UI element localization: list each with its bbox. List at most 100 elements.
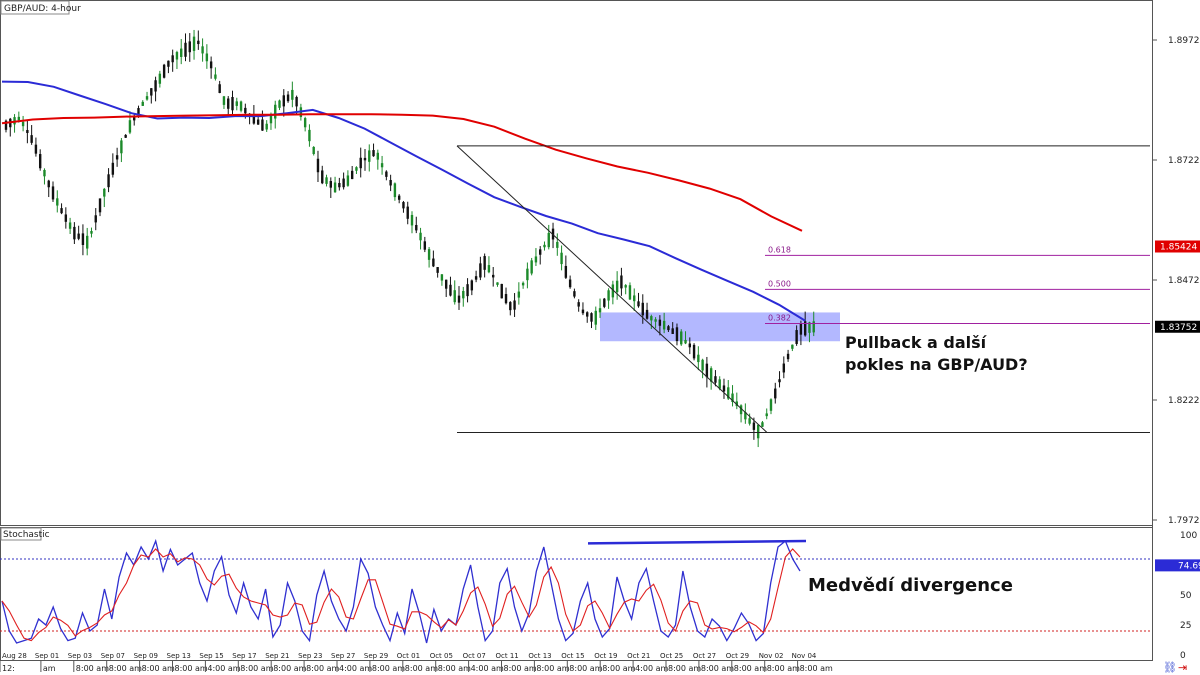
- candle-body: [30, 135, 33, 143]
- moving-averages-layer: [1, 80, 806, 322]
- candle-body: [350, 170, 354, 180]
- time-label: 8:00 am: [240, 664, 273, 673]
- candle-body: [393, 183, 397, 198]
- time-label: 8:00 am: [76, 664, 109, 673]
- candle-body: [761, 422, 764, 427]
- candle-body: [727, 387, 730, 399]
- candle-body: [752, 422, 756, 430]
- candle-body: [256, 119, 260, 125]
- candle-body: [4, 120, 8, 130]
- candle-body: [517, 291, 521, 298]
- price-tick-label: 1.82226: [1168, 396, 1200, 406]
- candle-body: [808, 322, 811, 333]
- candle-body: [321, 170, 324, 184]
- candle-body: [786, 353, 790, 360]
- chart-title-box: [0, 0, 70, 15]
- candle-body: [261, 119, 264, 131]
- candle-body: [633, 295, 636, 302]
- candle-body: [769, 399, 773, 411]
- candle-body: [641, 302, 644, 316]
- candle-body: [124, 134, 127, 138]
- candle-body: [513, 300, 516, 310]
- candle-body: [274, 104, 277, 119]
- date-label: Nov 02: [759, 652, 784, 660]
- date-label: Oct 05: [430, 652, 453, 660]
- stochastic-k-line: [1, 538, 801, 644]
- stochastic-title-box: [0, 527, 42, 541]
- fib-level-label: 0.500: [768, 279, 791, 288]
- candle-body: [235, 101, 238, 106]
- candle-body: [56, 198, 59, 206]
- candle-body: [803, 321, 807, 336]
- scroll-end-icon[interactable]: ⇥: [1178, 661, 1187, 674]
- candle-body: [449, 284, 452, 296]
- candle-body: [158, 73, 162, 84]
- candle-body: [509, 302, 512, 311]
- candle-body: [650, 316, 653, 321]
- stochastic-panel-frame: [0, 527, 1153, 661]
- candle-body: [338, 182, 341, 188]
- candle-body: [496, 282, 499, 285]
- time-label: 8:00 am: [668, 664, 701, 673]
- candle-body: [77, 233, 80, 239]
- candle-body: [462, 290, 465, 299]
- candle-body: [615, 280, 619, 293]
- time-label: 8:00 am: [273, 664, 306, 673]
- candle-body: [577, 302, 580, 307]
- candle-body: [466, 284, 469, 297]
- date-label: Oct 27: [693, 652, 716, 660]
- candle-body: [470, 280, 474, 291]
- candle-body: [607, 290, 610, 301]
- candle-body: [603, 298, 606, 307]
- price-tag-bg: [1155, 240, 1200, 253]
- candle-body: [778, 379, 781, 383]
- time-label: 8:00 am: [701, 664, 734, 673]
- price-tick-label: 1.79726: [1168, 516, 1200, 526]
- candle-body: [487, 265, 491, 273]
- candle-body: [637, 301, 640, 307]
- candle-body: [483, 256, 486, 270]
- candle-body: [444, 279, 448, 289]
- divergence-line: [587, 539, 807, 545]
- candle-body: [38, 154, 42, 169]
- candle-body: [611, 284, 615, 298]
- candle-body: [286, 94, 290, 102]
- candle-body: [171, 55, 174, 63]
- moving-average-line: [1, 113, 803, 232]
- candle-body: [145, 96, 149, 100]
- candle-body: [167, 60, 170, 67]
- candle-body: [107, 174, 110, 188]
- candle-body: [675, 327, 679, 342]
- candle-body: [86, 235, 89, 249]
- candle-body: [722, 385, 726, 392]
- candles-layer: [4, 29, 815, 448]
- link-icon[interactable]: ⛓: [1163, 661, 1177, 674]
- candle-body: [492, 274, 495, 278]
- date-label: Oct 13: [528, 652, 551, 660]
- stochastic-value-tag: [1155, 559, 1200, 572]
- date-label: Sep 13: [167, 652, 191, 660]
- date-label: Oct 01: [397, 652, 420, 660]
- candle-body: [410, 214, 414, 226]
- candle-body: [329, 181, 332, 188]
- candle-body: [218, 84, 221, 93]
- candle-body: [427, 249, 431, 260]
- candle-body: [180, 48, 183, 57]
- chart-title: GBP/AUD: 4-hour: [4, 4, 81, 14]
- candle-body: [214, 74, 217, 79]
- stochastic-d-line: [1, 548, 801, 642]
- time-label: 8:00 am: [800, 664, 833, 673]
- candle-body: [222, 96, 226, 105]
- candle-body: [594, 310, 597, 325]
- candle-body: [705, 363, 709, 378]
- candle-body: [291, 89, 294, 100]
- candle-body: [590, 313, 593, 322]
- candle-body: [376, 152, 380, 160]
- stochastic-title: Stochastic: [3, 530, 50, 540]
- candle-body: [692, 344, 696, 359]
- candle-body: [239, 101, 243, 111]
- time-label: 8:00 am: [306, 664, 339, 673]
- candle-body: [748, 418, 751, 424]
- time-label: 8:00 am: [175, 664, 208, 673]
- price-tick-label: 1.87226: [1168, 156, 1200, 166]
